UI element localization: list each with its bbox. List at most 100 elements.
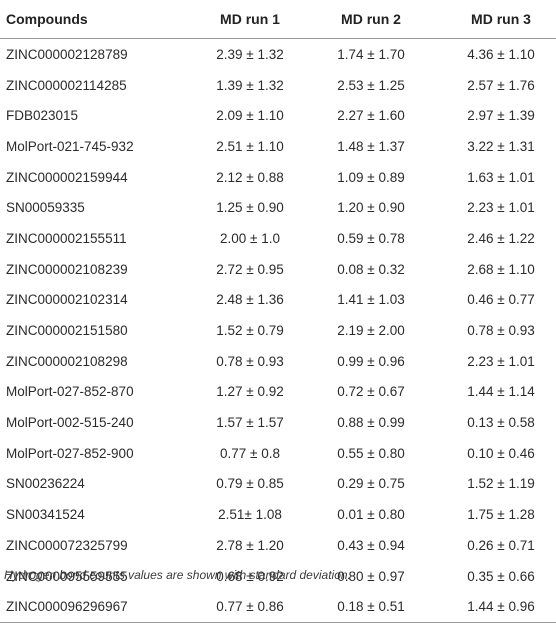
compound-cell: ZINC000002151580 — [6, 323, 128, 339]
md-run-2-cell: 1.74 ± 1.70 — [337, 46, 405, 62]
md-run-3-cell: 1.63 ± 1.01 — [467, 169, 535, 185]
md-run-2-cell: 0.01 ± 0.80 — [337, 507, 405, 523]
table-row: ZINC000002108239 2.72 ± 0.95 0.08 ± 0.32 2.… — [0, 254, 556, 285]
compound-cell: SN00059335 — [6, 200, 85, 216]
compound-cell: ZINC000002108298 — [6, 353, 128, 369]
md-run-2-cell: 0.72 ± 0.67 — [337, 384, 405, 400]
md-run-1-cell: 2.12 ± 0.88 — [216, 169, 284, 185]
md-run-1-cell: 2.39 ± 1.32 — [216, 46, 284, 62]
compound-cell: MolPort-021-745-932 — [6, 138, 134, 154]
md-run-2-cell: 1.48 ± 1.37 — [337, 138, 405, 154]
md-run-3-cell: 1.44 ± 0.96 — [467, 599, 535, 615]
md-run-3-cell: 0.46 ± 0.77 — [467, 292, 535, 308]
table-row: ZINC000002108298 0.78 ± 0.93 0.99 ± 0.96 2.… — [0, 346, 556, 377]
table-row: MolPort-027-852-900 0.77 ± 0.8 0.55 ± 0.80… — [0, 438, 556, 469]
md-run-1-cell: 0.78 ± 0.93 — [216, 353, 284, 369]
table-footnote: Hydrogen bond counts values are shown wi… — [4, 568, 351, 582]
md-run-1-cell: 2.51± 1.08 — [218, 507, 282, 523]
md-run-1-cell: 2.72 ± 0.95 — [216, 261, 284, 277]
table-row: ZINC000096296967 0.77 ± 0.86 0.18 ± 0.51 1.… — [0, 591, 556, 622]
md-run-1-cell: 0.77 ± 0.86 — [216, 599, 284, 615]
compound-cell: ZINC000002159944 — [6, 169, 128, 185]
md-run-3-cell: 2.57 ± 1.76 — [467, 77, 535, 93]
md-run-3-cell: 3.22 ± 1.31 — [467, 138, 535, 154]
table-row: FDB023015 2.09 ± 1.10 2.27 ± 1.60 2.97 ± 1.… — [0, 100, 556, 131]
table-row: MolPort-002-515-240 1.57 ± 1.57 0.88 ± 0.9… — [0, 407, 556, 438]
table-row: ZINC000002114285 1.39 ± 1.32 2.53 ± 1.25 2.… — [0, 70, 556, 101]
md-run-2-cell: 2.19 ± 2.00 — [337, 323, 405, 339]
table-row: SN00236224 0.79 ± 0.85 0.29 ± 0.75 1.52 ± 1… — [0, 469, 556, 500]
md-run-1-cell: 2.00 ± 1.0 — [220, 230, 280, 246]
md-run-3-cell: 0.10 ± 0.46 — [467, 445, 535, 461]
md-run-3-cell: 4.36 ± 1.10 — [467, 46, 535, 62]
compound-cell: MolPort-027-852-870 — [6, 384, 134, 400]
md-run-1-cell: 2.48 ± 1.36 — [216, 292, 284, 308]
md-run-1-cell: 2.51 ± 1.10 — [216, 138, 284, 154]
compound-cell: ZINC000002128789 — [6, 46, 128, 62]
md-run-1-cell: 0.68 ± 0.92 — [216, 568, 284, 584]
compound-cell: ZINC000072325799 — [6, 537, 128, 553]
table-row: ZINC000002155511 2.00 ± 1.0 0.59 ± 0.78 2.4… — [0, 223, 556, 254]
compound-cell: ZINC000002114285 — [6, 77, 127, 93]
table-row: MolPort-027-852-870 1.27 ± 0.92 0.72 ± 0.6… — [0, 377, 556, 408]
header-compounds: Compounds — [6, 11, 88, 27]
header-md-run-1: MD run 1 — [220, 11, 280, 27]
table-row: ZINC000095559555 0.68 ± 0.92 0.80 ± 0.97 0.… — [0, 561, 556, 592]
table-row: ZINC000072325799 2.78 ± 1.20 0.43 ± 0.94 0.… — [0, 530, 556, 561]
compound-cell: MolPort-027-852-900 — [6, 445, 134, 461]
table-row: ZINC000002151580 1.52 ± 0.79 2.19 ± 2.00 0.… — [0, 315, 556, 346]
compound-cell: ZINC000002108239 — [6, 261, 128, 277]
md-run-3-cell: 0.13 ± 0.58 — [467, 415, 535, 431]
md-run-2-cell: 0.08 ± 0.32 — [337, 261, 405, 277]
table-header-row: Compounds MD run 1 MD run 2 MD run 3 — [0, 0, 556, 38]
md-run-2-cell: 2.53 ± 1.25 — [337, 77, 405, 93]
md-run-3-cell: 2.46 ± 1.22 — [467, 230, 535, 246]
table-row: SN00059335 1.25 ± 0.90 1.20 ± 0.90 2.23 ± 1… — [0, 192, 556, 223]
table-row: ZINC000002159944 2.12 ± 0.88 1.09 ± 0.89 1.… — [0, 162, 556, 193]
md-run-1-cell: 0.79 ± 0.85 — [216, 476, 284, 492]
md-run-1-cell: 1.52 ± 0.79 — [216, 323, 284, 339]
md-run-3-cell: 2.68 ± 1.10 — [467, 261, 535, 277]
header-md-run-2: MD run 2 — [341, 11, 401, 27]
md-run-2-cell: 0.43 ± 0.94 — [337, 537, 405, 553]
header-divider — [0, 38, 556, 39]
md-run-3-cell: 1.75 ± 1.28 — [467, 507, 535, 523]
md-run-1-cell: 1.27 ± 0.92 — [216, 384, 284, 400]
md-run-2-cell: 0.29 ± 0.75 — [337, 476, 405, 492]
md-run-2-cell: 0.18 ± 0.51 — [337, 599, 405, 615]
compound-cell: SN00236224 — [6, 476, 85, 492]
md-run-3-cell: 0.26 ± 0.71 — [467, 537, 535, 553]
md-run-1-cell: 0.77 ± 0.8 — [220, 445, 280, 461]
compound-cell: ZINC000002155511 — [6, 230, 127, 246]
table-row: ZINC000002102314 2.48 ± 1.36 1.41 ± 1.03 0.… — [0, 285, 556, 316]
md-run-2-cell: 0.80 ± 0.97 — [337, 568, 405, 584]
md-run-3-cell: 0.78 ± 0.93 — [467, 323, 535, 339]
md-run-1-cell: 2.09 ± 1.10 — [216, 108, 284, 124]
md-run-3-cell: 2.97 ± 1.39 — [467, 108, 535, 124]
md-run-2-cell: 0.99 ± 0.96 — [337, 353, 405, 369]
md-run-2-cell: 1.20 ± 0.90 — [337, 200, 405, 216]
md-run-3-cell: 0.35 ± 0.66 — [467, 568, 535, 584]
compound-cell: ZINC000095559555 — [6, 568, 128, 584]
table-row: ZINC000002128789 2.39 ± 1.32 1.74 ± 1.70 4.… — [0, 39, 556, 70]
header-md-run-3: MD run 3 — [471, 11, 531, 27]
compound-cell: FDB023015 — [6, 108, 79, 124]
table-row: MolPort-021-745-932 2.51 ± 1.10 1.48 ± 1.3… — [0, 131, 556, 162]
md-run-1-cell: 1.39 ± 1.32 — [216, 77, 284, 93]
md-run-3-cell: 1.52 ± 1.19 — [467, 476, 535, 492]
md-run-2-cell: 0.88 ± 0.99 — [337, 415, 405, 431]
md-run-3-cell: 2.23 ± 1.01 — [467, 200, 535, 216]
compound-cell: ZINC000096296967 — [6, 599, 128, 615]
compound-cell: SN00341524 — [6, 507, 85, 523]
md-run-2-cell: 1.09 ± 0.89 — [337, 169, 405, 185]
md-run-1-cell: 2.78 ± 1.20 — [216, 537, 284, 553]
md-run-2-cell: 2.27 ± 1.60 — [337, 108, 405, 124]
compound-cell: MolPort-002-515-240 — [6, 415, 134, 431]
md-run-3-cell: 1.44 ± 1.14 — [467, 384, 535, 400]
md-run-3-cell: 2.23 ± 1.01 — [467, 353, 535, 369]
md-run-2-cell: 0.59 ± 0.78 — [337, 230, 405, 246]
compound-cell: ZINC000002102314 — [6, 292, 128, 308]
table-row: SN00341524 2.51± 1.08 0.01 ± 0.80 1.75 ± 1.… — [0, 499, 556, 530]
md-run-2-cell: 0.55 ± 0.80 — [337, 445, 405, 461]
